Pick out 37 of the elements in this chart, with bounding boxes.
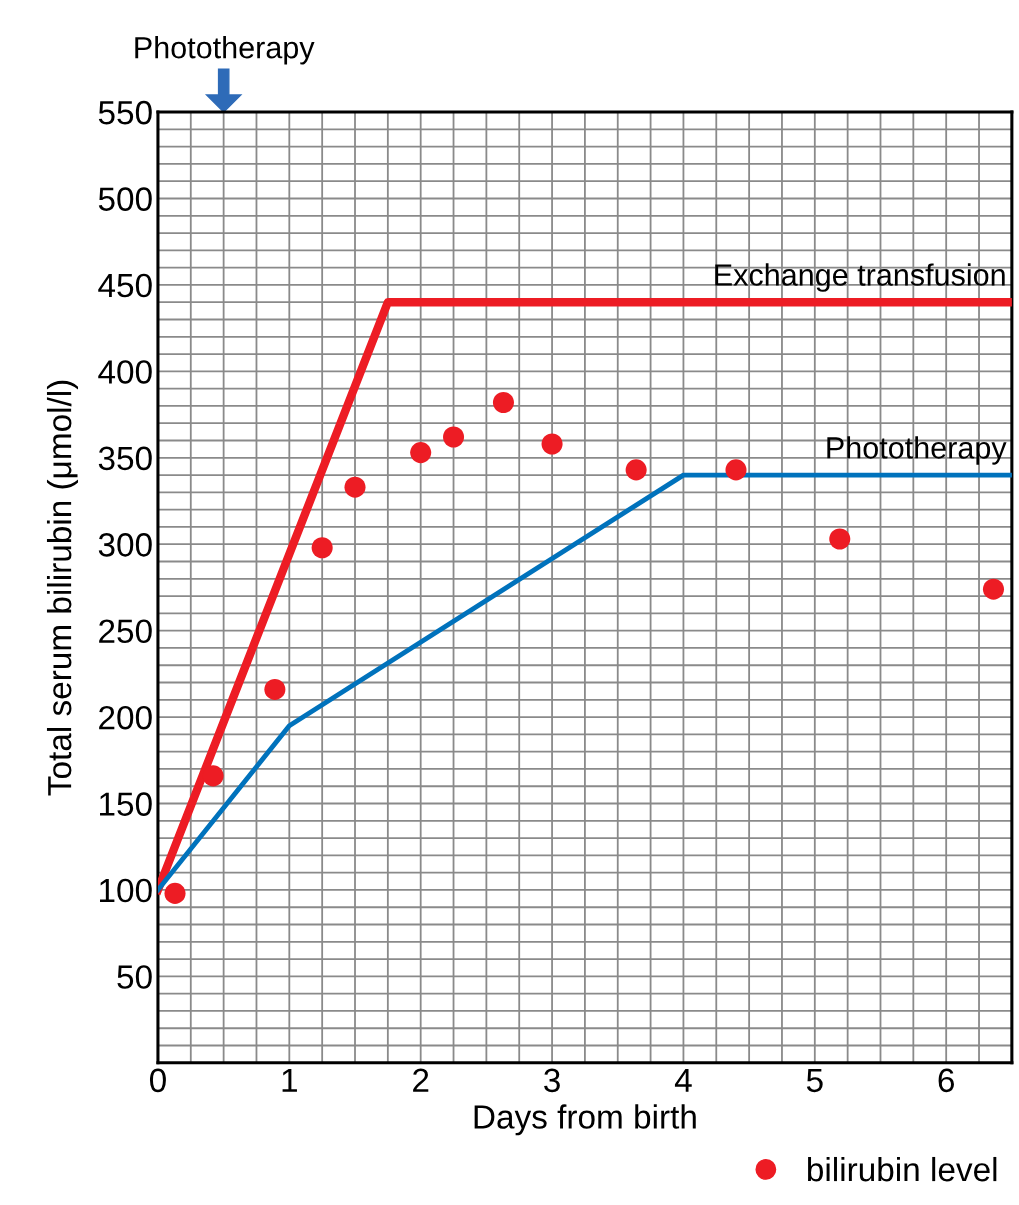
- point: [829, 528, 851, 550]
- y-tick-label: 200: [99, 705, 152, 730]
- x-tick-label: 4: [674, 1068, 692, 1092]
- point: [541, 433, 563, 455]
- text: Phototherapy: [135, 36, 315, 65]
- point: [344, 476, 366, 498]
- y-tick-label: 150: [100, 792, 152, 816]
- y-tick-label: 500: [98, 187, 152, 211]
- y-tick-label: 350: [98, 446, 152, 471]
- y-tick-label: 550: [98, 100, 152, 125]
- point: [311, 537, 333, 559]
- point: [982, 578, 1005, 600]
- series-label: Phototherapy: [827, 436, 1007, 465]
- point: [164, 882, 186, 904]
- y-tick-label: 400: [98, 360, 152, 384]
- x-tick-label: 0: [149, 1068, 166, 1093]
- point: [410, 442, 432, 464]
- point: [202, 765, 224, 787]
- y-tick-label: 250: [99, 619, 152, 644]
- legend-label: bilirubin level: [808, 1156, 997, 1182]
- y-tick-label: 100: [100, 878, 152, 903]
- x-tick-label: 6: [938, 1068, 954, 1093]
- x-tick-label: 2: [413, 1068, 429, 1092]
- y-tick-label: 300: [98, 533, 152, 557]
- point: [492, 391, 514, 414]
- x-axis-title: Days from birth: [474, 1104, 696, 1136]
- point: [264, 678, 286, 700]
- point: [443, 426, 465, 448]
- series-label: Exchange transfusion: [715, 263, 1005, 292]
- point: [725, 459, 747, 481]
- x-tick-label: 1: [282, 1068, 297, 1092]
- y-axis-title: Total serum bilirubin (μmol/l): [46, 380, 79, 796]
- x-tick-label: 5: [806, 1068, 823, 1093]
- point: [625, 459, 647, 481]
- x-tick-label: 3: [544, 1068, 560, 1093]
- y-tick-label: 50: [117, 965, 152, 989]
- y-tick-label: 450: [98, 273, 152, 298]
